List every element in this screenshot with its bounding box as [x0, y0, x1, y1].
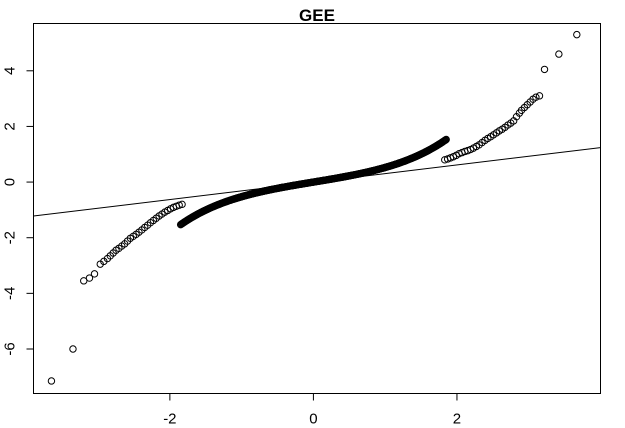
plot-frame: [33, 23, 601, 394]
data-point: [532, 93, 540, 101]
y-tick-label: 2: [2, 122, 19, 130]
y-tick-label: -4: [2, 287, 19, 300]
data-point: [85, 274, 94, 282]
x-tick-label: 0: [309, 411, 317, 428]
data-point: [90, 270, 99, 278]
data-point: [540, 65, 549, 74]
y-tick-label: -6: [2, 342, 19, 355]
data-point: [178, 200, 186, 209]
data-point: [69, 345, 77, 353]
x-tick-label: -2: [163, 411, 176, 428]
data-point: [535, 92, 544, 100]
data-point: [47, 377, 56, 385]
y-tick-label: 4: [2, 67, 19, 75]
data-point: [573, 30, 581, 39]
data-point: [555, 50, 563, 58]
data-point: [442, 135, 450, 144]
data-point: [175, 201, 183, 209]
x-tick-label: 2: [453, 411, 461, 428]
y-tick-label: 0: [2, 178, 19, 186]
data-point: [80, 277, 88, 285]
y-tick-label: -2: [2, 231, 19, 244]
chart-title: GEE: [299, 6, 335, 25]
